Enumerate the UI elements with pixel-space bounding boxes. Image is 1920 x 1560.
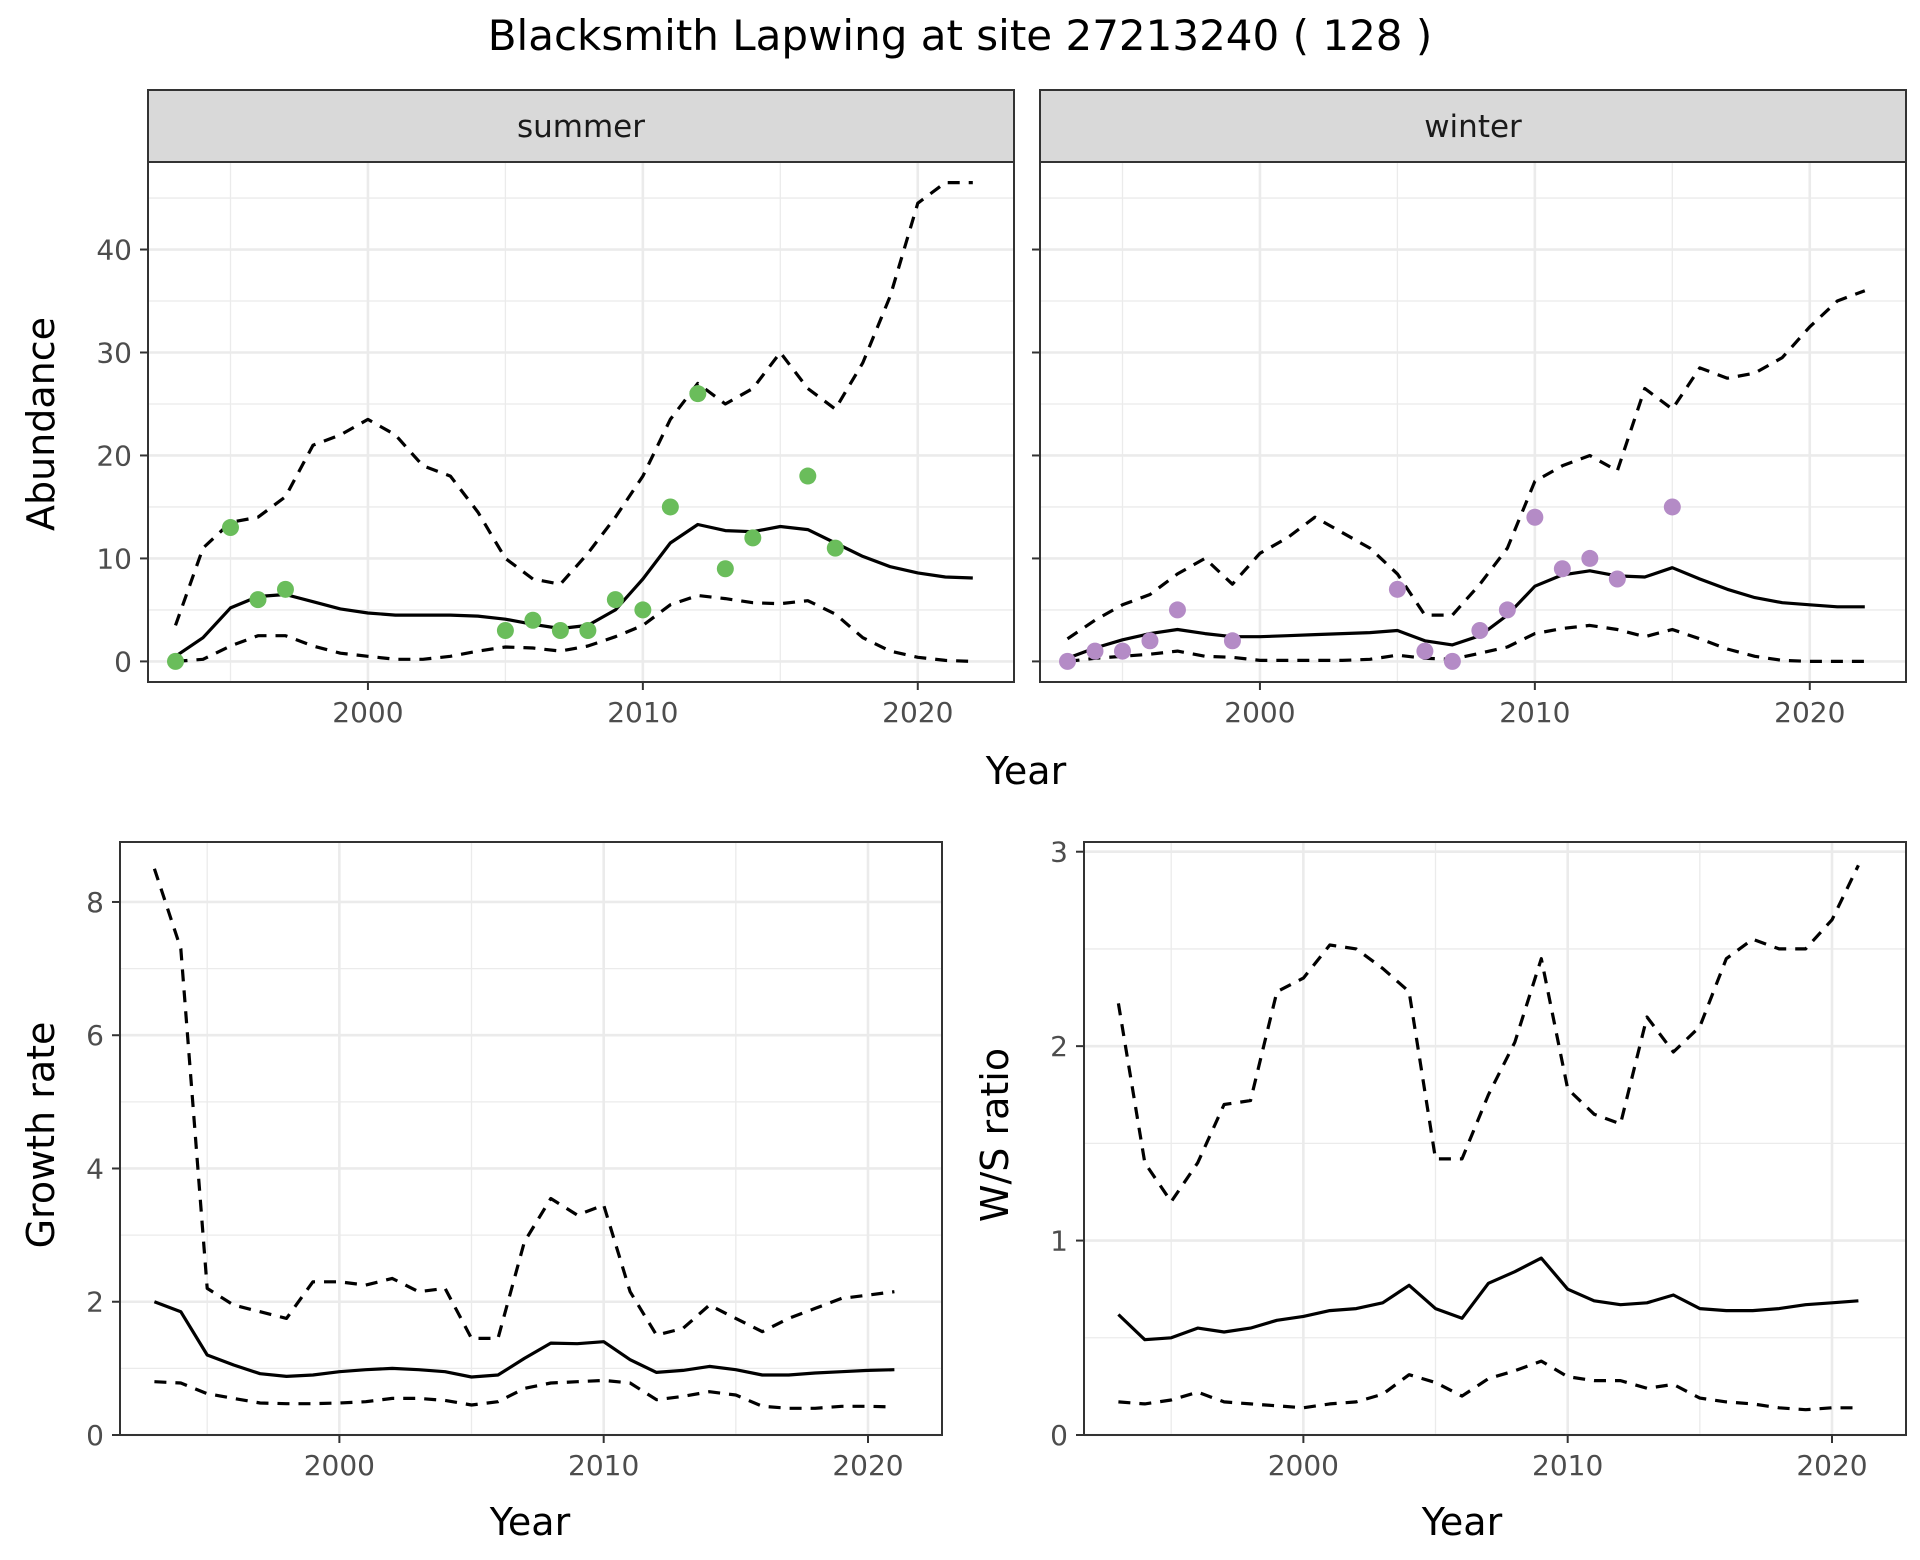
observation-point bbox=[799, 467, 817, 485]
y-tick-label: 4 bbox=[86, 1152, 104, 1185]
observation-point bbox=[689, 385, 707, 403]
panel-border bbox=[1039, 161, 1907, 683]
observation-point bbox=[634, 601, 652, 619]
x-tick-label: 2010 bbox=[568, 1449, 639, 1482]
panel-border bbox=[119, 841, 943, 1436]
x-tick-label: 2020 bbox=[1796, 1449, 1867, 1482]
top-y-axis-title: Abundance bbox=[19, 317, 63, 531]
interval-line bbox=[1066, 289, 1866, 641]
y-tick-label: 0 bbox=[86, 1419, 104, 1452]
summer-strip bbox=[147, 89, 1015, 163]
observation-point bbox=[496, 622, 514, 640]
y-tick-label: 1 bbox=[1050, 1225, 1068, 1258]
observation-point bbox=[744, 529, 762, 547]
observation-point bbox=[606, 591, 624, 609]
growth-panel: 2000 2010 2020 0 2 4 6 8 bbox=[86, 841, 943, 1482]
x-tick-label: 2020 bbox=[1774, 696, 1845, 729]
growth-y-axis-title: Growth rate bbox=[19, 1022, 63, 1249]
observation-point bbox=[524, 611, 542, 629]
interval-line bbox=[1118, 1359, 1859, 1412]
winter-panel: 2000 2010 2020 bbox=[1032, 161, 1907, 729]
interval-line bbox=[1067, 623, 1865, 663]
interval-line bbox=[154, 1378, 895, 1410]
estimate-line bbox=[1117, 1256, 1859, 1342]
observation-point bbox=[1058, 652, 1076, 670]
x-tick-label: 2000 bbox=[332, 696, 403, 729]
x-tick-label: 2000 bbox=[1268, 1449, 1339, 1482]
x-tick-label: 2020 bbox=[882, 696, 953, 729]
x-tick-label: 2010 bbox=[1499, 696, 1570, 729]
figure-title: Blacksmith Lapwing at site 27213240 ( 12… bbox=[488, 11, 1433, 60]
interval-line bbox=[173, 181, 973, 626]
observation-point bbox=[1416, 642, 1434, 660]
ratio-x-axis-title: Year bbox=[1421, 1500, 1503, 1544]
interval-line bbox=[175, 593, 973, 663]
y-tick-label: 0 bbox=[1050, 1419, 1068, 1452]
x-tick-label: 2000 bbox=[1224, 696, 1295, 729]
observation-point bbox=[661, 498, 679, 516]
observation-point bbox=[1663, 498, 1681, 516]
estimate-line bbox=[174, 522, 973, 658]
observation-point bbox=[1086, 642, 1104, 660]
estimate-line bbox=[1066, 566, 1865, 660]
observation-point bbox=[1113, 642, 1131, 660]
x-tick-label: 2000 bbox=[304, 1449, 375, 1482]
observation-point bbox=[1141, 632, 1159, 650]
y-tick-label: 30 bbox=[96, 336, 132, 369]
observation-point bbox=[1471, 622, 1489, 640]
interval-line bbox=[1116, 864, 1860, 1204]
y-tick-label: 2 bbox=[86, 1286, 104, 1319]
panel-border bbox=[147, 161, 1015, 683]
estimate-line bbox=[153, 1300, 895, 1379]
observation-point bbox=[1223, 632, 1241, 650]
top-x-axis-title: Year bbox=[985, 749, 1067, 793]
observation-point bbox=[579, 622, 597, 640]
summer-strip-label: summer bbox=[517, 109, 645, 145]
observation-point bbox=[276, 580, 294, 598]
x-tick-label: 2020 bbox=[832, 1449, 903, 1482]
summer-panel: 2000 2010 2020 0 10 20 30 40 bbox=[96, 161, 1015, 729]
winter-strip-label: winter bbox=[1424, 109, 1522, 145]
observation-point bbox=[1553, 560, 1571, 578]
observation-point bbox=[1608, 570, 1626, 588]
y-tick-label: 2 bbox=[1050, 1030, 1068, 1063]
observation-point bbox=[551, 622, 569, 640]
y-tick-label: 0 bbox=[114, 645, 132, 678]
ratio-panel: 2000 2010 2020 0 1 2 3 bbox=[1050, 836, 1907, 1482]
winter-strip bbox=[1039, 89, 1907, 163]
observation-point bbox=[221, 519, 239, 537]
observation-point bbox=[166, 652, 184, 670]
growth-x-axis-title: Year bbox=[489, 1500, 571, 1544]
panel-border bbox=[1083, 841, 1907, 1436]
observation-point bbox=[826, 539, 844, 557]
ratio-y-axis-title: W/S ratio bbox=[973, 1048, 1017, 1222]
y-tick-label: 8 bbox=[86, 886, 104, 919]
interval-line bbox=[152, 868, 895, 1340]
observation-point bbox=[1168, 601, 1186, 619]
observation-point bbox=[1388, 580, 1406, 598]
observation-point bbox=[1581, 549, 1599, 567]
observation-point bbox=[716, 560, 734, 578]
observation-point bbox=[1526, 508, 1544, 526]
x-tick-label: 2010 bbox=[1532, 1449, 1603, 1482]
y-tick-label: 10 bbox=[96, 542, 132, 575]
observation-point bbox=[249, 591, 267, 609]
y-tick-label: 40 bbox=[96, 234, 132, 267]
observation-point bbox=[1443, 652, 1461, 670]
y-tick-label: 6 bbox=[86, 1019, 104, 1052]
x-tick-label: 2010 bbox=[607, 696, 678, 729]
y-tick-label: 3 bbox=[1050, 836, 1068, 869]
y-tick-label: 20 bbox=[96, 439, 132, 472]
observation-point bbox=[1498, 601, 1516, 619]
